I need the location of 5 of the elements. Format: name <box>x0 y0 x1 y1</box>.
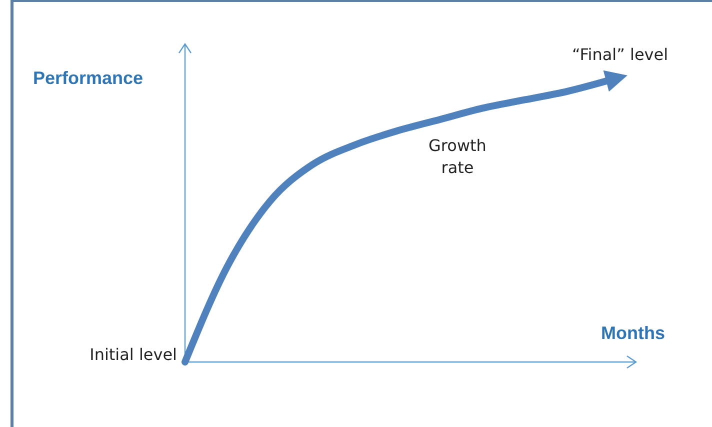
y-axis-title: Performance <box>33 68 144 88</box>
x-axis-title: Months <box>601 323 665 343</box>
annotation: Growth rate <box>428 136 486 177</box>
text: Initial level <box>90 345 177 364</box>
text: “Final” level <box>572 45 668 64</box>
